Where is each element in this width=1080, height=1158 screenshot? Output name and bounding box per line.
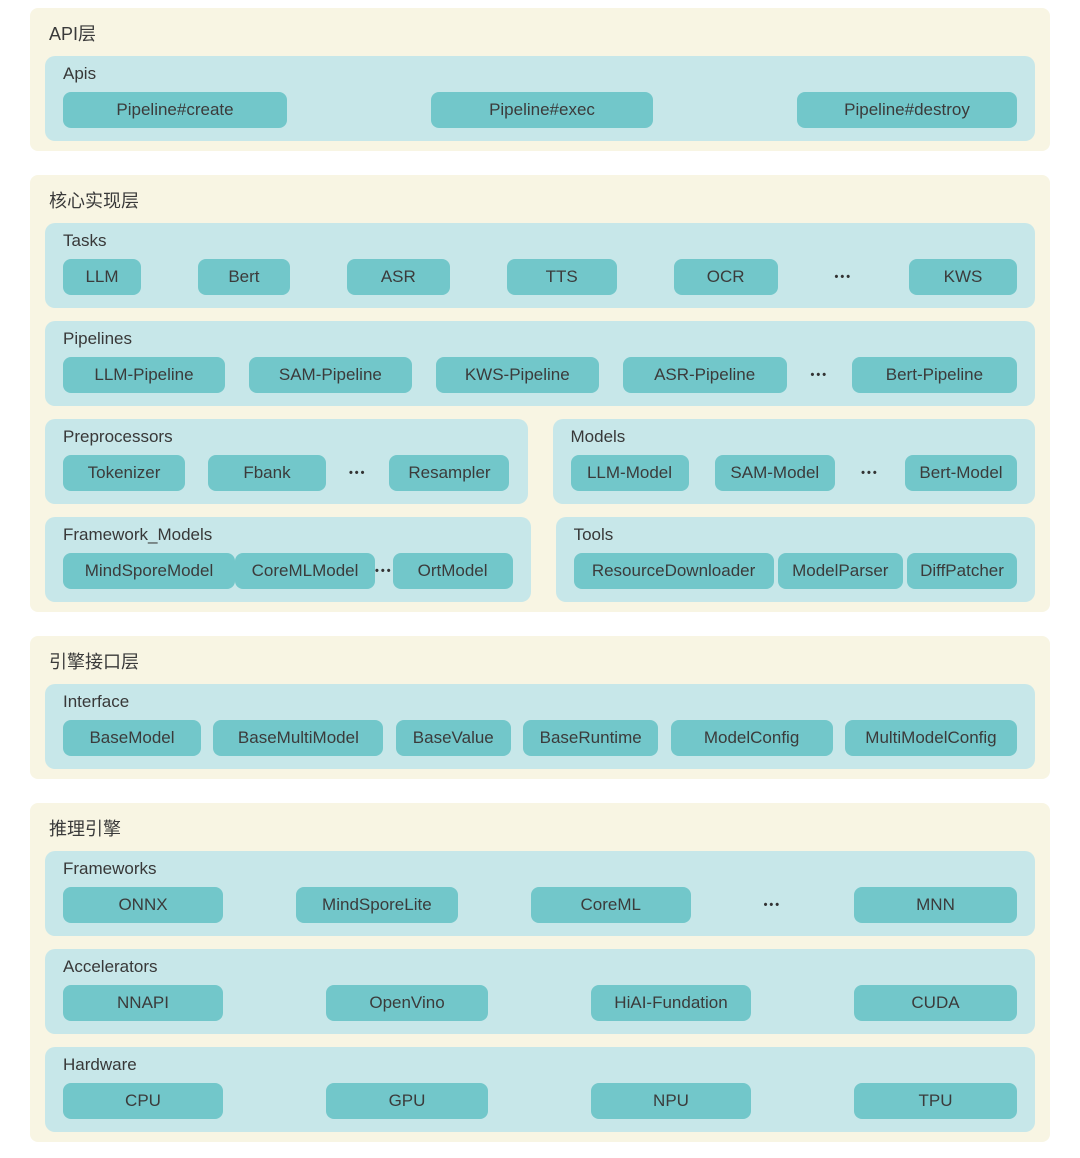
chip-sam-pipeline: SAM-Pipeline (248, 357, 412, 393)
chip-bert-model: Bert-Model (905, 455, 1017, 491)
chip-modelconfig: ModelConfig (670, 720, 833, 756)
group-tasks-row: LLM Bert ASR TTS OCR ••• KWS (63, 259, 1017, 295)
group-tools-row: ResourceDownloader ModelParser DiffPatch… (573, 553, 1017, 589)
group-hardware: Hardware CPU GPU NPU TPU (45, 1047, 1035, 1132)
chip-mnn: MNN (854, 887, 1017, 923)
ellipsis: ••• (348, 467, 367, 479)
ellipsis: ••• (861, 467, 879, 479)
group-preprocessors-label: Preprocessors (63, 427, 173, 446)
group-frameworks-label: Frameworks (63, 859, 157, 878)
chip-sam-model: SAM-Model (714, 455, 835, 491)
chip-llm-model: LLM-Model (570, 455, 689, 491)
group-interface: Interface BaseModel BaseMultiModel BaseV… (45, 684, 1035, 769)
group-frameworks-row: ONNX MindSporeLite CoreML ••• MNN (63, 887, 1017, 923)
chip-mindsporemodel: MindSporeModel (63, 553, 235, 589)
chip-pipeline-exec: Pipeline#exec (431, 92, 653, 128)
chip-onnx: ONNX (63, 887, 223, 923)
chip-basemultimodel: BaseMultiModel (213, 720, 384, 756)
chip-tokenizer: Tokenizer (63, 455, 185, 491)
chip-pipeline-destroy: Pipeline#destroy (797, 92, 1017, 128)
group-frameworks: Frameworks ONNX MindSporeLite CoreML •••… (45, 851, 1035, 936)
chip-diffpatcher: DiffPatcher (907, 553, 1017, 589)
core-row-3: Preprocessors Tokenizer Fbank ••• Resamp… (45, 419, 1035, 504)
chip-multimodelconfig: MultiModelConfig (844, 720, 1017, 756)
group-models-label: Models (570, 427, 626, 446)
chip-cuda: CUDA (854, 985, 1017, 1021)
chip-basemodel: BaseModel (63, 720, 201, 756)
group-tasks: Tasks LLM Bert ASR TTS OCR ••• KWS (45, 223, 1035, 308)
chip-mindsporelite: MindSporeLite (295, 887, 458, 923)
group-framework-models-label: Framework_Models (63, 525, 213, 544)
group-framework-models-row: MindSporeModel CoreMLModel ••• OrtModel (63, 553, 513, 589)
chip-kws: KWS (909, 259, 1017, 295)
chip-baseruntime: BaseRuntime (523, 720, 659, 756)
group-preprocessors: Preprocessors Tokenizer Fbank ••• Resamp… (45, 419, 528, 504)
ellipsis: ••• (810, 369, 829, 381)
group-pipelines-label: Pipelines (63, 329, 132, 348)
chip-kws-pipeline: KWS-Pipeline (435, 357, 599, 393)
chip-bert: Bert (197, 259, 290, 295)
chip-openvino: OpenVino (326, 985, 488, 1021)
chip-resampler: Resampler (389, 455, 510, 491)
group-models-row: LLM-Model SAM-Model ••• Bert-Model (570, 455, 1017, 491)
chip-ortmodel: OrtModel (392, 553, 513, 589)
chip-pipeline-create: Pipeline#create (63, 92, 287, 128)
group-tasks-label: Tasks (63, 231, 107, 250)
group-models: Models LLM-Model SAM-Model ••• Bert-Mode… (552, 419, 1035, 504)
chip-fbank: Fbank (207, 455, 326, 491)
chip-tpu: TPU (854, 1083, 1017, 1119)
group-accelerators-row: NNAPI OpenVino HiAI-Fundation CUDA (63, 985, 1017, 1021)
layer-inference-engine-title: 推理引擎 (49, 819, 121, 839)
layer-inference-engine-stack: Frameworks ONNX MindSporeLite CoreML •••… (45, 851, 1035, 1132)
layer-core: 核心实现层 Tasks LLM Bert ASR TTS OCR ••• KWS… (30, 175, 1050, 612)
chip-tts: TTS (506, 259, 617, 295)
group-apis-label: Apis (63, 64, 97, 83)
chip-coreml: CoreML (530, 887, 691, 923)
group-interface-row: BaseModel BaseMultiModel BaseValue BaseR… (63, 720, 1017, 756)
group-interface-label: Interface (63, 692, 130, 711)
chip-gpu: GPU (326, 1083, 488, 1119)
group-apis-row: Pipeline#create Pipeline#exec Pipeline#d… (63, 92, 1017, 128)
layer-api: API层 Apis Pipeline#create Pipeline#exec … (30, 8, 1050, 151)
group-framework-models: Framework_Models MindSporeModel CoreMLMo… (45, 517, 531, 602)
group-accelerators: Accelerators NNAPI OpenVino HiAI-Fundati… (45, 949, 1035, 1034)
ellipsis: ••• (834, 271, 853, 283)
chip-npu: NPU (591, 1083, 751, 1119)
group-hardware-row: CPU GPU NPU TPU (63, 1083, 1017, 1119)
layer-engine-interface-title: 引擎接口层 (49, 652, 139, 672)
group-tools: Tools ResourceDownloader ModelParser Dif… (555, 517, 1035, 602)
ellipsis: ••• (375, 565, 393, 577)
ellipsis: ••• (763, 899, 782, 911)
chip-llm-pipeline: LLM-Pipeline (63, 357, 225, 393)
chip-modelparser: ModelParser (777, 553, 903, 589)
group-apis: Apis Pipeline#create Pipeline#exec Pipel… (45, 56, 1035, 141)
chip-asr-pipeline: ASR-Pipeline (622, 357, 787, 393)
chip-resourcedownloader: ResourceDownloader (573, 553, 774, 589)
group-accelerators-label: Accelerators (63, 957, 158, 976)
chip-nnapi: NNAPI (63, 985, 223, 1021)
chip-llm: LLM (63, 259, 141, 295)
group-preprocessors-row: Tokenizer Fbank ••• Resampler (63, 455, 510, 491)
chip-basevalue: BaseValue (395, 720, 511, 756)
chip-cpu: CPU (63, 1083, 223, 1119)
layer-core-title: 核心实现层 (49, 191, 139, 211)
group-pipelines: Pipelines LLM-Pipeline SAM-Pipeline KWS-… (45, 321, 1035, 406)
chip-coremlmodel: CoreMLModel (235, 553, 375, 589)
group-tools-label: Tools (573, 525, 614, 544)
chip-hiai-fundation: HiAI-Fundation (591, 985, 751, 1021)
chip-ocr: OCR (673, 259, 778, 295)
layer-engine-interface: 引擎接口层 Interface BaseModel BaseMultiModel… (30, 636, 1050, 779)
chip-asr: ASR (346, 259, 450, 295)
layer-inference-engine: 推理引擎 Frameworks ONNX MindSporeLite CoreM… (30, 803, 1050, 1142)
core-row-4: Framework_Models MindSporeModel CoreMLMo… (45, 517, 1035, 602)
group-pipelines-row: LLM-Pipeline SAM-Pipeline KWS-Pipeline A… (63, 357, 1017, 393)
layer-api-title: API层 (49, 24, 97, 44)
chip-bert-pipeline: Bert-Pipeline (851, 357, 1017, 393)
group-hardware-label: Hardware (63, 1055, 137, 1074)
layer-core-stack: Tasks LLM Bert ASR TTS OCR ••• KWS Pipel… (45, 223, 1035, 602)
